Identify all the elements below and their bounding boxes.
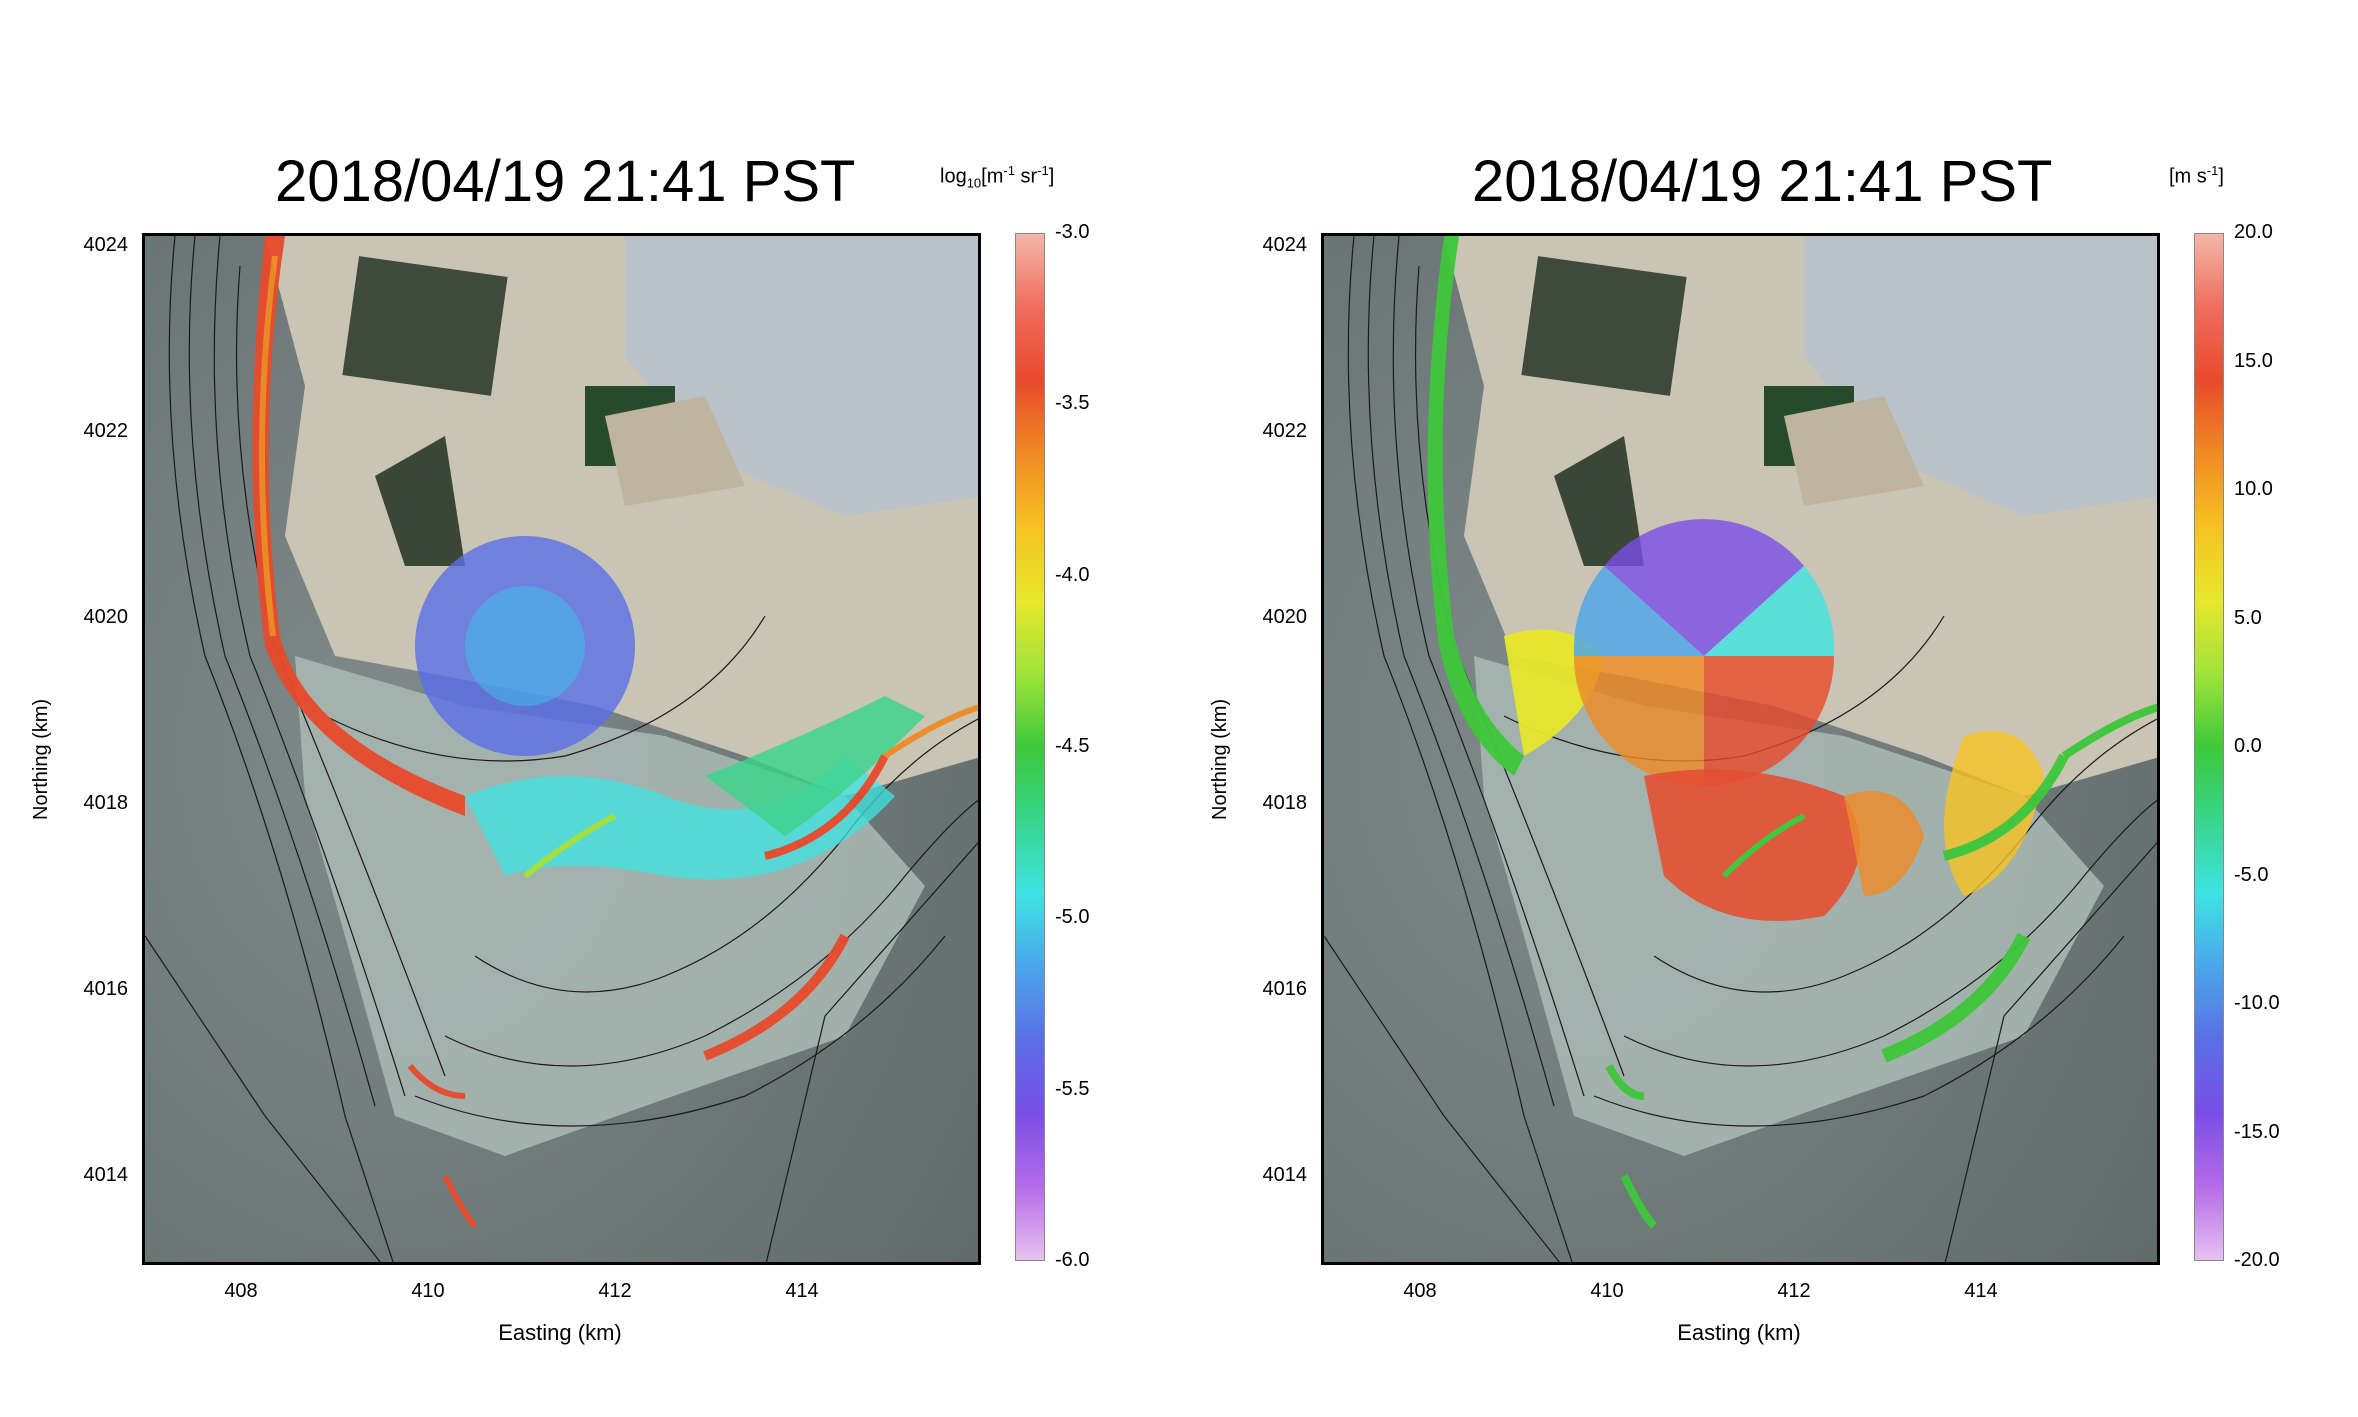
ytick-label: 4024 bbox=[1262, 234, 1308, 256]
map-area[interactable] bbox=[1321, 233, 2160, 1265]
x-axis-label: Easting (km) bbox=[498, 1320, 622, 1345]
ytick-label: 4014 bbox=[1262, 1164, 1308, 1186]
satellite-map bbox=[1324, 236, 2157, 1262]
colorbar bbox=[1015, 233, 1045, 1261]
colorbar-tick-label: -6.0 bbox=[1055, 1249, 1090, 1271]
ytick-label: 4018 bbox=[83, 792, 129, 814]
colorbar-tick-label: -4.0 bbox=[1055, 563, 1090, 586]
colorbar-tick-label: 0.0 bbox=[2234, 735, 2262, 757]
x-axis-label: Easting (km) bbox=[1677, 1320, 1801, 1345]
xtick-label: 410 bbox=[1590, 1280, 1624, 1302]
panel-title: 2018/04/19 21:41 PST bbox=[1472, 149, 2053, 214]
ytick-label: 4020 bbox=[1262, 606, 1308, 628]
colorbar-unit: log10[m-1 sr-1] bbox=[940, 163, 1055, 191]
colorbar-tick-label: -20.0 bbox=[2234, 1249, 2280, 1271]
colorbar-tick-label: -15.0 bbox=[2234, 1120, 2280, 1143]
y-axis-label: Northing (km) bbox=[1209, 698, 1231, 820]
colorbar-tick-label: -5.0 bbox=[2234, 863, 2269, 886]
y-axis-label: Northing (km) bbox=[30, 698, 52, 820]
xtick-label: 414 bbox=[785, 1280, 819, 1302]
panel-velocity: 2018/04/19 21:41 PST [m s-1] bbox=[1179, 0, 2358, 1417]
xtick-label: 408 bbox=[1403, 1280, 1437, 1302]
ytick-label: 4016 bbox=[1262, 978, 1308, 1000]
map-area[interactable] bbox=[142, 233, 981, 1265]
colorbar-tick-label: 15.0 bbox=[2234, 349, 2273, 372]
ytick-label: 4020 bbox=[83, 606, 129, 628]
colorbar-unit: [m s-1] bbox=[2169, 163, 2224, 188]
colorbar-tick-label: 5.0 bbox=[2234, 606, 2262, 629]
xtick-label: 412 bbox=[1777, 1280, 1811, 1302]
colorbar-tick-label: -4.5 bbox=[1055, 735, 1090, 757]
colorbar-tick-label: -3.0 bbox=[1055, 221, 1090, 243]
panel-backscatter: 2018/04/19 21:41 PST log10[m-1 sr-1] bbox=[30, 149, 1090, 1345]
xtick-label: 410 bbox=[411, 1280, 445, 1302]
xtick-label: 412 bbox=[598, 1280, 632, 1302]
panel-title: 2018/04/19 21:41 PST bbox=[275, 149, 856, 214]
ytick-label: 4024 bbox=[83, 234, 129, 256]
ytick-label: 4022 bbox=[1262, 420, 1308, 442]
colorbar bbox=[2194, 233, 2224, 1261]
ytick-label: 4014 bbox=[83, 1164, 129, 1186]
xtick-label: 408 bbox=[224, 1280, 258, 1302]
colorbar-tick-label: -5.5 bbox=[1055, 1077, 1090, 1100]
colorbar-tick-label: -5.0 bbox=[1055, 906, 1090, 929]
colorbar-tick-label: 20.0 bbox=[2234, 221, 2273, 243]
satellite-map bbox=[145, 236, 978, 1262]
colorbar-tick-label: -10.0 bbox=[2234, 992, 2280, 1014]
colorbar-tick-label: -3.5 bbox=[1055, 392, 1090, 415]
colorbar-tick-label: 10.0 bbox=[2234, 478, 2273, 500]
ytick-label: 4022 bbox=[83, 420, 129, 442]
ytick-label: 4016 bbox=[83, 978, 129, 1000]
ytick-label: 4018 bbox=[1262, 792, 1308, 814]
xtick-label: 414 bbox=[1964, 1280, 1998, 1302]
